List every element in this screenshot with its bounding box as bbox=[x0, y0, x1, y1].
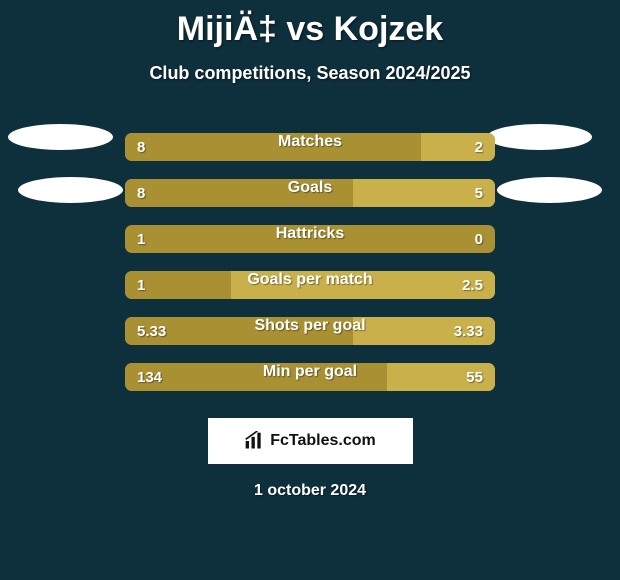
footer-date: 1 october 2024 bbox=[0, 482, 620, 500]
right-value: 0 bbox=[475, 231, 495, 248]
bar-right-segment: 2.5 bbox=[231, 271, 495, 299]
stat-row: 85Goals bbox=[0, 170, 620, 216]
stat-bar: 13455Min per goal bbox=[125, 363, 495, 391]
stat-row: 13455Min per goal bbox=[0, 354, 620, 400]
left-value: 134 bbox=[125, 369, 162, 386]
right-value: 2.5 bbox=[462, 277, 495, 294]
comparison-bars: 82Matches85Goals10Hattricks12.5Goals per… bbox=[0, 124, 620, 400]
stat-bar: 5.333.33Shots per goal bbox=[125, 317, 495, 345]
bar-right-segment: 55 bbox=[387, 363, 495, 391]
stat-bar: 82Matches bbox=[125, 133, 495, 161]
bar-left-segment: 134 bbox=[125, 363, 387, 391]
bar-left-segment: 8 bbox=[125, 133, 421, 161]
page-title: MijiÄ‡ vs Kojzek bbox=[0, 0, 620, 49]
attribution-badge: FcTables.com bbox=[208, 418, 413, 464]
stat-row: 10Hattricks bbox=[0, 216, 620, 262]
attribution-text: FcTables.com bbox=[270, 432, 376, 450]
left-value: 5.33 bbox=[125, 323, 166, 340]
stat-bar: 12.5Goals per match bbox=[125, 271, 495, 299]
bar-right-segment: 2 bbox=[421, 133, 495, 161]
right-value: 2 bbox=[475, 139, 495, 156]
bar-right-segment: 5 bbox=[353, 179, 495, 207]
bar-chart-icon bbox=[244, 431, 264, 451]
left-value: 8 bbox=[125, 185, 145, 202]
page-subtitle: Club competitions, Season 2024/2025 bbox=[0, 63, 620, 84]
left-value: 1 bbox=[125, 231, 145, 248]
left-value: 1 bbox=[125, 277, 145, 294]
bar-left-segment: 1 bbox=[125, 271, 231, 299]
stat-bar: 85Goals bbox=[125, 179, 495, 207]
stat-row: 5.333.33Shots per goal bbox=[0, 308, 620, 354]
bar-right-segment: 3.33 bbox=[353, 317, 495, 345]
stat-bar: 10Hattricks bbox=[125, 225, 495, 253]
bar-left-segment: 1 bbox=[125, 225, 495, 253]
right-value: 55 bbox=[466, 369, 495, 386]
stat-row: 82Matches bbox=[0, 124, 620, 170]
left-value: 8 bbox=[125, 139, 145, 156]
right-value: 3.33 bbox=[454, 323, 495, 340]
bar-left-segment: 5.33 bbox=[125, 317, 353, 345]
right-value: 5 bbox=[475, 185, 495, 202]
stat-row: 12.5Goals per match bbox=[0, 262, 620, 308]
bar-left-segment: 8 bbox=[125, 179, 353, 207]
